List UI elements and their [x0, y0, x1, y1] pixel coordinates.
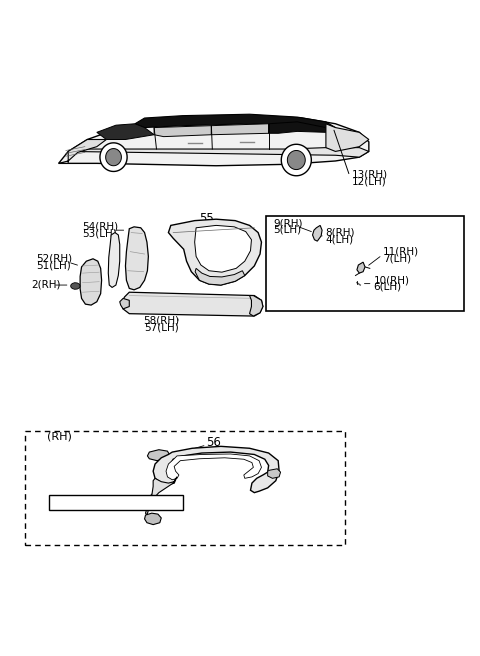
Polygon shape: [121, 292, 263, 316]
Text: 12(LH): 12(LH): [352, 176, 387, 186]
Polygon shape: [59, 140, 107, 163]
Polygon shape: [80, 259, 102, 305]
Text: 51(LH): 51(LH): [36, 260, 71, 270]
Text: 5(LH): 5(LH): [274, 225, 301, 235]
Bar: [266, 216, 464, 312]
Polygon shape: [97, 124, 154, 140]
Polygon shape: [211, 124, 269, 134]
Text: (RH): (RH): [47, 432, 72, 441]
Text: 54(RH): 54(RH): [83, 222, 119, 232]
Text: 10(RH): 10(RH): [373, 276, 409, 285]
Bar: [25, 430, 345, 545]
Polygon shape: [168, 219, 262, 285]
Text: 56: 56: [206, 436, 221, 449]
Text: 8(RH): 8(RH): [325, 228, 354, 237]
Polygon shape: [250, 296, 263, 316]
Polygon shape: [281, 144, 312, 176]
Polygon shape: [357, 262, 365, 273]
Text: 55: 55: [199, 212, 214, 225]
Text: 2(RH): 2(RH): [31, 279, 60, 289]
Polygon shape: [144, 513, 161, 525]
Polygon shape: [68, 148, 369, 157]
Text: 6(LH): 6(LH): [373, 282, 402, 292]
Polygon shape: [269, 122, 326, 133]
Text: 52(RH): 52(RH): [36, 254, 72, 264]
Polygon shape: [312, 226, 322, 241]
Polygon shape: [326, 124, 369, 152]
Text: 58(RH): 58(RH): [143, 316, 180, 326]
Polygon shape: [125, 227, 148, 290]
Polygon shape: [135, 114, 336, 130]
Polygon shape: [108, 233, 120, 287]
Text: 4(LH): 4(LH): [325, 234, 353, 244]
Polygon shape: [59, 115, 369, 166]
Polygon shape: [166, 454, 262, 480]
Text: 57(LH): 57(LH): [144, 323, 179, 333]
Text: 53(LH): 53(LH): [83, 228, 117, 239]
Polygon shape: [268, 469, 281, 478]
Polygon shape: [106, 148, 121, 166]
Polygon shape: [100, 143, 127, 171]
Text: 11(RH): 11(RH): [383, 247, 420, 256]
Polygon shape: [195, 226, 252, 272]
Polygon shape: [145, 477, 177, 515]
Polygon shape: [288, 150, 305, 169]
Polygon shape: [153, 446, 279, 493]
Text: REF.81-815: REF.81-815: [85, 498, 146, 508]
Polygon shape: [195, 268, 245, 285]
Polygon shape: [120, 298, 129, 309]
Text: 13(RH): 13(RH): [352, 169, 388, 179]
Text: 9(RH): 9(RH): [274, 218, 303, 228]
Polygon shape: [71, 283, 80, 289]
Polygon shape: [147, 450, 169, 461]
Text: 7(LH): 7(LH): [383, 253, 411, 263]
Polygon shape: [154, 126, 211, 136]
Bar: [49, 495, 183, 510]
